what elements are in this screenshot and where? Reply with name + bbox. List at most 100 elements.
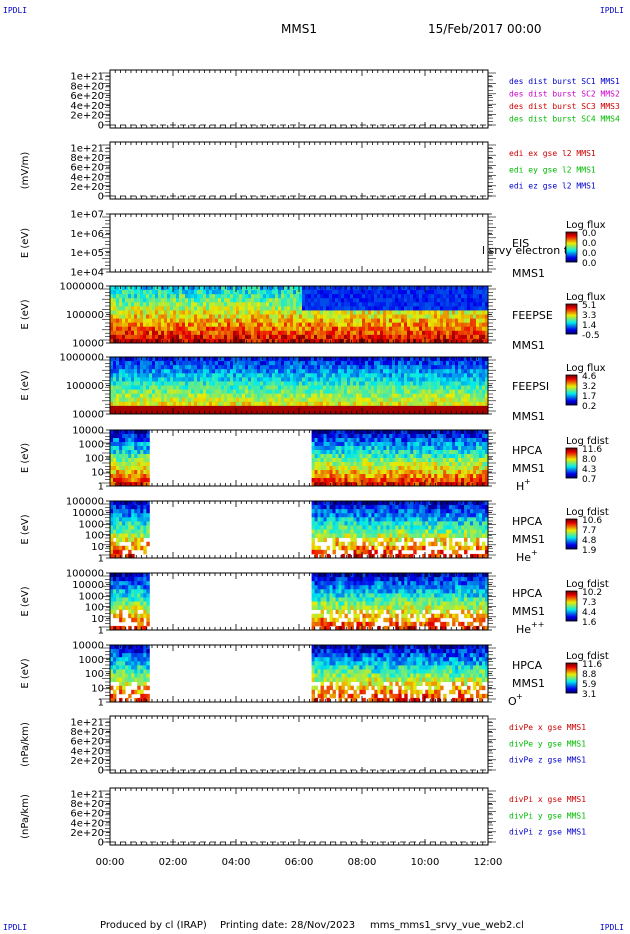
spectrogram-cell — [329, 318, 333, 324]
spectrogram-cell — [404, 302, 408, 307]
spectrogram-cell — [293, 385, 297, 390]
spectrogram-cell — [212, 290, 216, 295]
spectrogram-cell — [245, 373, 249, 378]
spectrogram-cell — [461, 310, 465, 315]
spectrogram-cell — [200, 401, 204, 407]
spectrogram-cell — [209, 409, 213, 415]
spectrogram-cell — [410, 365, 414, 370]
spectrogram-cell — [428, 409, 432, 415]
spectrogram-cell — [146, 357, 150, 362]
spectrogram-cell — [359, 405, 363, 411]
spectrogram-cell — [284, 393, 288, 399]
spectrogram-cell — [383, 338, 387, 344]
spectrogram-cell — [338, 478, 342, 483]
spectrogram-cell — [383, 294, 387, 299]
spectrogram-cell — [131, 377, 135, 382]
spectrogram-cell — [227, 310, 231, 315]
spectrogram-cell — [152, 330, 156, 336]
spectrogram-cell — [344, 357, 348, 362]
spectrogram-cell — [452, 306, 456, 311]
spectrogram-cell — [443, 306, 447, 311]
spectrogram-cell — [479, 377, 483, 382]
spectrogram-cell — [473, 365, 477, 370]
spectrogram-cell — [422, 314, 426, 319]
spectrogram-cell — [317, 381, 321, 386]
spectrogram-cell — [362, 290, 366, 295]
spectrogram-cell — [458, 302, 462, 307]
spectrogram-cell — [236, 409, 240, 415]
spectrogram-cell — [161, 393, 165, 399]
spectrogram-cell — [269, 314, 273, 319]
spectrogram-cell — [209, 397, 213, 403]
spectrogram-cell — [374, 365, 378, 370]
spectrogram-cell — [194, 314, 198, 319]
spectrogram-cell — [197, 334, 201, 340]
spectrogram-cell — [236, 401, 240, 407]
spectrogram-cell — [203, 393, 207, 399]
spectrogram-cell — [143, 306, 147, 311]
spectrogram-cell — [137, 389, 141, 395]
spectrogram-cell — [422, 318, 426, 324]
y-tick-label: 10000 — [72, 410, 104, 421]
spectrogram-cell — [173, 389, 177, 395]
spectrogram-cell — [134, 438, 138, 443]
spectrogram-cell — [176, 385, 180, 390]
spectrogram-cell — [290, 334, 294, 340]
spectrogram-cell — [308, 330, 312, 336]
spectrogram-cell — [362, 393, 366, 399]
spectrogram-cell — [410, 369, 414, 374]
spectrogram-cell — [383, 361, 387, 366]
spectrogram-cell — [389, 405, 393, 411]
spectrogram-cell — [221, 298, 225, 303]
spectrogram-cell — [371, 310, 375, 315]
spectrogram-cell — [383, 334, 387, 340]
spectrogram-cell — [425, 330, 429, 336]
spectrogram-cell — [137, 381, 141, 386]
spectrogram-cell — [401, 405, 405, 411]
spectrogram-cell — [212, 361, 216, 366]
spectrogram-cell — [329, 365, 333, 370]
spectrogram-cell — [185, 397, 189, 403]
spectrogram-cell — [320, 294, 324, 299]
spectrogram-cell — [140, 361, 144, 366]
spectrogram-cell — [266, 369, 270, 374]
spectrogram-cell — [350, 389, 354, 395]
spectrogram-cell — [140, 470, 144, 475]
spectrogram-cell — [482, 381, 486, 386]
spectrogram-cell — [479, 357, 483, 362]
spectrogram-cell — [344, 474, 348, 479]
spectrogram-cell — [116, 369, 120, 374]
spectrogram-cell — [155, 409, 159, 415]
spectrogram-cell — [386, 298, 390, 303]
spectrogram-cell — [389, 397, 393, 403]
spectrogram-cell — [206, 322, 210, 328]
spectrogram-cell — [338, 446, 342, 451]
spectrogram-cell — [461, 365, 465, 370]
spectrogram-cell — [257, 314, 261, 319]
spectrogram-cell — [239, 290, 243, 295]
spectrogram-cell — [242, 298, 246, 303]
spectrogram-cell — [179, 365, 183, 370]
spectrogram-cell — [251, 357, 255, 362]
spectrogram-cell — [410, 326, 414, 332]
spectrogram-cell — [428, 377, 432, 382]
spectrogram-cell — [119, 290, 123, 295]
spectrogram-cell — [215, 369, 219, 374]
spectrogram-cell — [287, 385, 291, 390]
spectrogram-cell — [332, 310, 336, 315]
spectrogram-cell — [344, 334, 348, 340]
y-tick-label: 100000 — [66, 310, 104, 321]
spectrogram-cell — [284, 369, 288, 374]
spectrogram-cell — [401, 381, 405, 386]
spectrogram-cell — [335, 450, 339, 455]
spectrogram-cell — [119, 385, 123, 390]
spectrogram-cell — [299, 310, 303, 315]
spectrogram-cell — [197, 302, 201, 307]
spectrogram-cell — [155, 377, 159, 382]
spectrogram-cell — [377, 330, 381, 336]
spectrogram-cell — [332, 369, 336, 374]
spectrogram-cell — [134, 302, 138, 307]
spectrogram-cell — [236, 322, 240, 328]
spectrogram-cell — [350, 334, 354, 340]
spectrogram-cell — [164, 334, 168, 340]
